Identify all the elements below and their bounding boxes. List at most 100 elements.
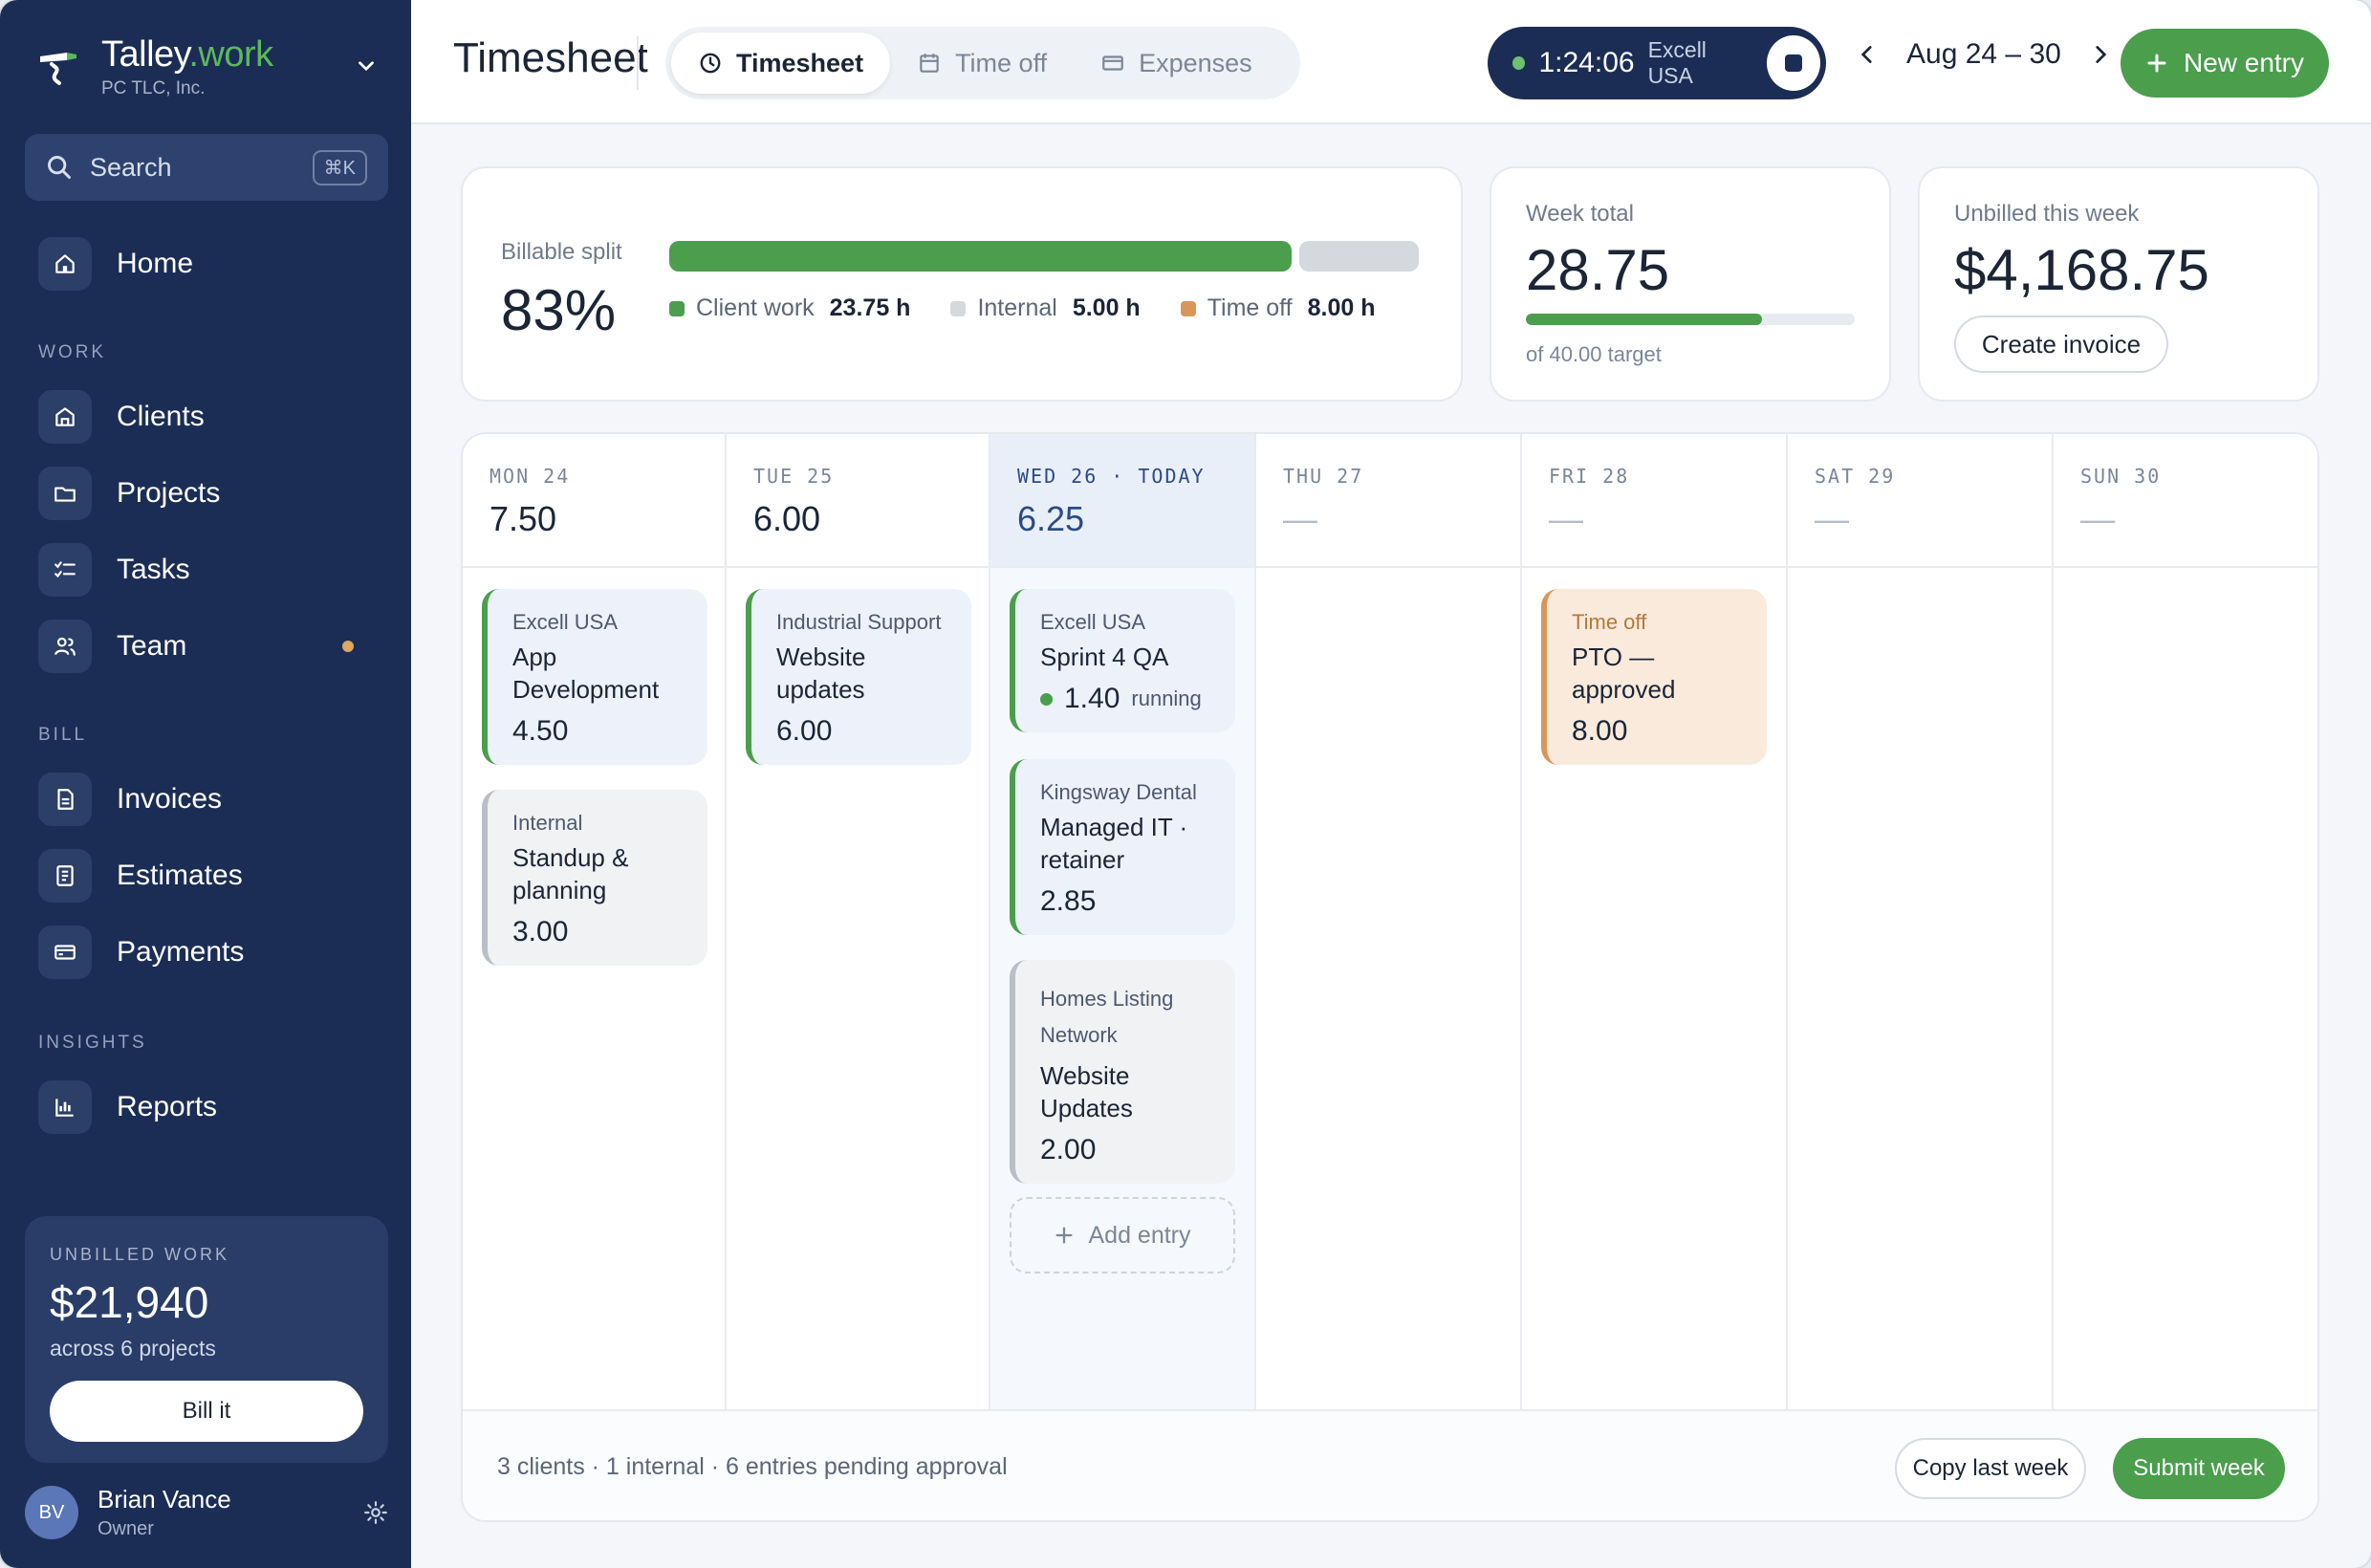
entry-client: Kingsway Dental	[1040, 780, 1197, 804]
new-entry-button[interactable]: New entry	[2121, 29, 2329, 98]
sidebar-item-projects[interactable]: Projects	[38, 465, 382, 522]
top-bar: Timesheet Timesheet Time off Expenses 1:…	[411, 0, 2371, 124]
sidebar-item-invoices[interactable]: Invoices	[38, 771, 382, 828]
chevron-down-icon[interactable]	[354, 54, 379, 78]
sidebar-item-label: Team	[117, 630, 187, 662]
brand[interactable]: Talley.work PC TLC, Inc.	[34, 36, 379, 99]
day-column-thu: THU 27 —	[1256, 434, 1522, 1409]
non-billable-bar	[1299, 241, 1419, 272]
day-label: MON 24	[489, 465, 571, 488]
time-entry[interactable]: Internal Standup & planning 3.00	[482, 790, 707, 966]
entry-hours: 2.00	[1040, 1134, 1097, 1165]
search-input[interactable]: Search ⌘K	[25, 134, 388, 201]
org-name: PC TLC, Inc.	[101, 78, 206, 98]
entry-task: Sprint 4 QA	[1040, 642, 1169, 671]
stop-timer-button[interactable]	[1767, 35, 1820, 91]
unbilled-work-card: UNBILLED WORK $21,940 across 6 projects …	[25, 1216, 388, 1463]
credit-card-icon	[38, 926, 92, 979]
section-insights: INSIGHTS	[38, 1033, 147, 1053]
time-entry[interactable]: Industrial Support Website updates 6.00	[746, 589, 971, 765]
week-total-value: 28.75	[1526, 238, 1670, 302]
unbilled-label: UNBILLED WORK	[50, 1245, 230, 1264]
avatar: BV	[25, 1486, 78, 1539]
page-title: Timesheet	[453, 34, 648, 81]
sidebar-item-payments[interactable]: Payments	[38, 924, 382, 981]
timer-time: 1:24:06	[1538, 47, 1635, 78]
tab-timesheet[interactable]: Timesheet	[671, 33, 891, 94]
day-header: SUN 30 —	[2054, 434, 2317, 568]
add-entry-label: Add entry	[1088, 1221, 1191, 1249]
time-entry[interactable]: Excell USA App Development 4.50	[482, 589, 707, 765]
chevron-right-icon[interactable]	[2088, 42, 2113, 67]
legend-label: Client work	[696, 294, 815, 321]
day-header: WED 26 · TODAY 6.25	[990, 434, 1254, 568]
week-total-card: Week total 28.75 of 40.00 target	[1490, 166, 1891, 402]
home-icon	[38, 237, 92, 291]
search-shortcut: ⌘K	[312, 149, 367, 185]
running-indicator	[1040, 692, 1053, 706]
legend-value: 5.00 h	[1072, 294, 1141, 321]
day-label: FRI 28	[1549, 465, 1630, 488]
sidebar-item-reports[interactable]: Reports	[38, 1078, 382, 1136]
running-timer[interactable]: 1:24:06 Excell USA	[1488, 27, 1826, 99]
day-hours: —	[1283, 499, 1317, 538]
legend-value: 23.75 h	[829, 294, 911, 321]
entry-task: Website updates	[776, 642, 866, 704]
week-progress-bar	[1526, 314, 1855, 325]
day-column-sun: SUN 30 —	[2054, 434, 2317, 1409]
chevron-left-icon[interactable]	[1855, 42, 1880, 67]
sidebar-item-label: Projects	[117, 477, 221, 509]
invoice-icon	[38, 773, 92, 826]
tab-label: Timesheet	[736, 48, 864, 77]
sidebar-item-tasks[interactable]: Tasks	[38, 541, 382, 599]
document-icon	[38, 849, 92, 903]
running-indicator	[1512, 56, 1526, 70]
entry-hours: 2.85	[1040, 885, 1097, 917]
time-off-entry[interactable]: Time off PTO — approved 8.00	[1541, 589, 1767, 765]
day-header: TUE 25 6.00	[727, 434, 989, 568]
gear-icon[interactable]	[363, 1500, 388, 1525]
sidebar-item-clients[interactable]: Clients	[38, 388, 382, 446]
time-entry-running[interactable]: Excell USA Sprint 4 QA 1.40 running	[1010, 589, 1235, 732]
billable-legend: Client work 23.75 h Internal 5.00 h Time…	[669, 294, 1404, 322]
folder-icon	[38, 467, 92, 520]
legend-label: Time off	[1207, 294, 1293, 321]
entry-task: PTO — approved	[1572, 642, 1676, 704]
submit-week-button[interactable]: Submit week	[2113, 1438, 2285, 1499]
clock-icon	[700, 53, 721, 74]
stop-icon	[1785, 54, 1803, 72]
sidebar-item-estimates[interactable]: Estimates	[38, 847, 382, 904]
bill-it-button[interactable]: Bill it	[50, 1381, 363, 1442]
unbilled-week-label: Unbilled this week	[1954, 201, 2140, 227]
create-invoice-button[interactable]: Create invoice	[1954, 316, 2168, 373]
bar-chart-icon	[38, 1080, 92, 1134]
user-name: Brian Vance	[98, 1485, 231, 1514]
sidebar: Talley.work PC TLC, Inc. Search ⌘K Home …	[0, 0, 411, 1568]
entry-client: Excell USA	[512, 610, 619, 634]
entry-client: Time off	[1572, 610, 1647, 634]
unbilled-amount: $21,940	[50, 1277, 209, 1327]
brand-name: Talley.work	[101, 34, 273, 75]
entry-client: Industrial Support	[776, 610, 942, 634]
day-column-wed-today: WED 26 · TODAY 6.25 Excell USA Sprint 4 …	[990, 434, 1256, 1409]
day-column-fri: FRI 28 — Time off PTO — approved 8.00	[1522, 434, 1788, 1409]
timer-client: Excell USA	[1647, 37, 1707, 88]
entry-hours: 6.00	[776, 715, 833, 747]
sidebar-item-home[interactable]: Home	[38, 235, 382, 293]
copy-last-week-button[interactable]: Copy last week	[1895, 1438, 2086, 1499]
day-column-sat: SAT 29 —	[1788, 434, 2054, 1409]
notification-dot	[342, 641, 354, 652]
billable-split-card: Billable split 83% Client work 23.75 h I…	[461, 166, 1463, 402]
day-label: WED 26 · TODAY	[1017, 465, 1206, 488]
user-profile[interactable]: BV Brian Vance Owner	[25, 1484, 388, 1541]
plus-icon	[1056, 1227, 1073, 1244]
add-entry-button[interactable]: Add entry	[1010, 1197, 1235, 1274]
time-entry[interactable]: Homes Listing Network Website Updates 2.…	[1010, 960, 1235, 1184]
tab-time-off[interactable]: Time off	[890, 33, 1074, 94]
sidebar-item-label: Home	[117, 248, 194, 279]
sidebar-item-team[interactable]: Team	[38, 618, 382, 675]
time-entry[interactable]: Kingsway Dental Managed IT · retainer 2.…	[1010, 759, 1235, 935]
tab-expenses[interactable]: Expenses	[1074, 33, 1279, 94]
approval-summary: 3 clients · 1 internal · 6 entries pendi…	[497, 1453, 1008, 1480]
day-label: TUE 25	[753, 465, 835, 488]
